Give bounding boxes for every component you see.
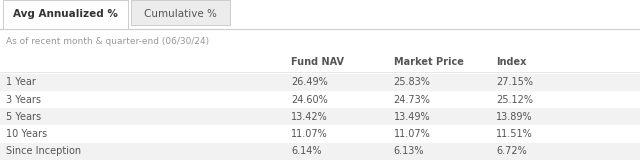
Text: As of recent month & quarter-end (06/30/24): As of recent month & quarter-end (06/30/…: [6, 37, 209, 46]
Bar: [0, 125, 640, 143]
Text: 11.07%: 11.07%: [394, 129, 430, 139]
Text: 5 Years: 5 Years: [6, 112, 42, 122]
Text: 6.14%: 6.14%: [291, 146, 322, 156]
Text: 25.83%: 25.83%: [394, 77, 431, 87]
Text: 25.12%: 25.12%: [496, 95, 533, 104]
Text: 24.73%: 24.73%: [394, 95, 431, 104]
Bar: [0, 108, 640, 125]
Text: 24.60%: 24.60%: [291, 95, 328, 104]
Text: Market Price: Market Price: [394, 57, 463, 67]
Text: Avg Annualized %: Avg Annualized %: [13, 9, 118, 19]
Bar: [0, 143, 640, 160]
Text: 11.51%: 11.51%: [496, 129, 532, 139]
Text: 26.49%: 26.49%: [291, 77, 328, 87]
Text: 13.42%: 13.42%: [291, 112, 328, 122]
Text: 10 Years: 10 Years: [6, 129, 47, 139]
Text: 6.72%: 6.72%: [496, 146, 527, 156]
Text: 13.89%: 13.89%: [496, 112, 532, 122]
Text: 13.49%: 13.49%: [394, 112, 430, 122]
Text: Fund NAV: Fund NAV: [291, 57, 344, 67]
Bar: [0, 74, 640, 91]
Text: Index: Index: [496, 57, 526, 67]
Text: Since Inception: Since Inception: [6, 146, 81, 156]
Bar: [0, 91, 640, 108]
Text: 6.13%: 6.13%: [394, 146, 424, 156]
FancyBboxPatch shape: [3, 0, 128, 29]
FancyBboxPatch shape: [131, 0, 230, 25]
Text: 27.15%: 27.15%: [496, 77, 533, 87]
Text: 3 Years: 3 Years: [6, 95, 42, 104]
Text: 1 Year: 1 Year: [6, 77, 36, 87]
Text: Cumulative %: Cumulative %: [145, 9, 217, 19]
Text: 11.07%: 11.07%: [291, 129, 328, 139]
